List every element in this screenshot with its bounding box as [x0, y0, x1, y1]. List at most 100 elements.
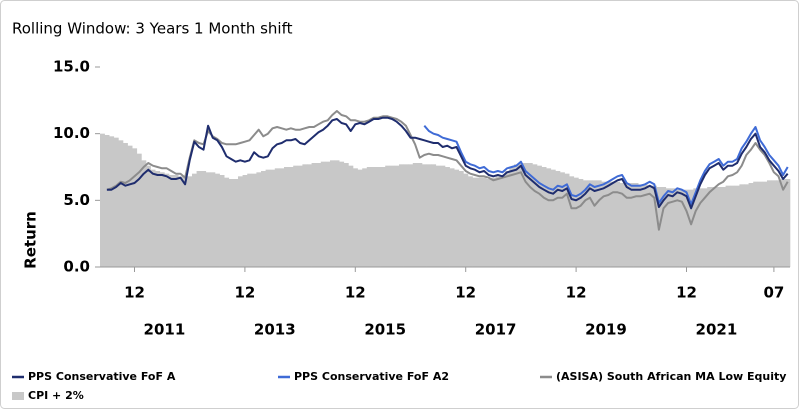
- bar: [362, 168, 368, 267]
- x-tick-label: 12: [676, 284, 697, 302]
- bar: [261, 171, 266, 267]
- bar: [771, 180, 777, 267]
- bar: [619, 183, 625, 267]
- line: [106, 110, 789, 231]
- legend-label: PPS Conservative FoF A2: [294, 370, 449, 383]
- y-axis-label: Return: [22, 211, 40, 269]
- bar: [596, 180, 602, 267]
- bar: [757, 181, 763, 267]
- bar: [412, 163, 418, 267]
- bar: [638, 184, 644, 267]
- bar: [210, 172, 216, 267]
- bar: [555, 171, 561, 267]
- bar: [228, 179, 234, 267]
- bar: [652, 185, 657, 267]
- bar: [578, 179, 584, 267]
- legend-label: CPI + 2%: [28, 389, 84, 402]
- bar: [647, 185, 653, 267]
- bar: [702, 188, 708, 267]
- bar: [132, 148, 138, 267]
- bar: [583, 180, 588, 267]
- bar: [670, 188, 676, 267]
- bar: [297, 165, 303, 267]
- bar: [187, 176, 193, 267]
- year-label: 2017: [475, 321, 517, 339]
- bar: [288, 167, 294, 267]
- bar: [500, 175, 506, 267]
- bar: [716, 187, 722, 267]
- bar: [357, 169, 363, 267]
- bar: [201, 171, 207, 267]
- bar: [449, 168, 455, 267]
- bar: [339, 161, 345, 267]
- bar: [767, 180, 772, 267]
- bar: [426, 164, 432, 267]
- bar: [514, 164, 519, 267]
- bar: [265, 169, 271, 267]
- bar: [178, 176, 184, 267]
- bar: [509, 167, 515, 267]
- x-tick-label: 07: [763, 284, 784, 302]
- bar: [776, 180, 782, 267]
- bar: [146, 165, 151, 267]
- bar: [440, 165, 446, 267]
- bar: [615, 181, 621, 267]
- bar: [454, 169, 460, 267]
- bar: [205, 172, 211, 267]
- bar: [293, 165, 299, 267]
- legend-swatch: [12, 392, 24, 400]
- bar: [698, 188, 703, 267]
- bar: [541, 167, 547, 267]
- bar: [693, 188, 699, 267]
- bar: [495, 176, 501, 267]
- bar: [118, 140, 124, 267]
- x-tick-label: 12: [566, 284, 587, 302]
- bar: [721, 187, 726, 267]
- bar: [688, 189, 694, 267]
- bar: [366, 167, 372, 267]
- bar: [532, 164, 538, 267]
- bar: [376, 167, 381, 267]
- bar: [477, 177, 483, 267]
- y-tick-label: 5.0: [63, 191, 90, 209]
- bar: [734, 185, 740, 267]
- bar: [224, 177, 230, 267]
- bar: [587, 180, 593, 267]
- bar: [711, 187, 717, 267]
- bar: [371, 167, 377, 267]
- bar: [725, 185, 731, 267]
- bar: [334, 160, 340, 267]
- bar: [629, 183, 634, 267]
- x-tick-label: 12: [455, 284, 476, 302]
- bar: [780, 179, 786, 267]
- bar: [569, 176, 575, 267]
- bar: [247, 173, 253, 267]
- bar: [307, 164, 312, 267]
- bar: [182, 177, 188, 267]
- bar: [408, 164, 414, 267]
- bar: [624, 183, 630, 267]
- bar: [251, 173, 257, 267]
- bar: [684, 189, 690, 267]
- bar: [601, 181, 607, 267]
- line: [423, 125, 789, 206]
- bar: [330, 160, 335, 267]
- bar: [385, 165, 391, 267]
- bar: [472, 177, 478, 267]
- legend-label: PPS Conservative FoF A: [28, 370, 176, 383]
- bar: [550, 169, 556, 267]
- bar: [730, 185, 736, 267]
- bar: [141, 160, 147, 267]
- bar: [417, 163, 423, 267]
- bar: [481, 177, 487, 267]
- bar: [458, 171, 464, 267]
- bar: [546, 168, 552, 267]
- bar: [573, 177, 579, 267]
- bar: [679, 189, 685, 267]
- bar: [343, 163, 349, 267]
- bar: [564, 173, 570, 267]
- bar: [661, 187, 667, 267]
- bar: [173, 175, 179, 267]
- y-tick-label: 0.0: [63, 258, 90, 276]
